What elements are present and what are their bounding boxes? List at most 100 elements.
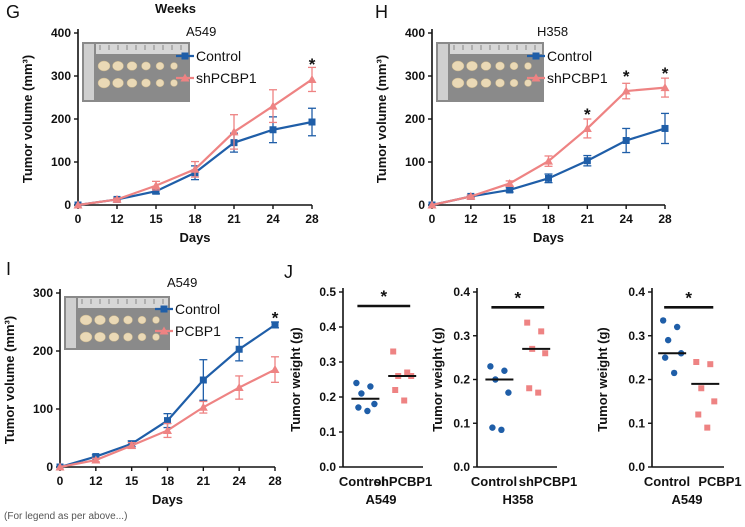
data-point <box>664 336 672 344</box>
data-point <box>427 200 437 209</box>
data-point <box>659 317 667 324</box>
tumor-sample <box>451 77 465 89</box>
series-pcbp1 <box>55 356 280 471</box>
data-point <box>358 390 365 397</box>
significance-star: * <box>514 288 521 307</box>
data-point <box>489 424 496 431</box>
tumor-sample <box>79 331 93 343</box>
tumor-sample <box>112 78 124 88</box>
legend-label: shPCBP1 <box>547 70 608 86</box>
data-point <box>198 402 208 411</box>
x-category-label: Control <box>339 474 385 489</box>
data-point <box>538 328 545 335</box>
x-tick-label: 15 <box>125 474 139 488</box>
tumor-sample <box>108 315 120 325</box>
y-tick-label: 0.5 <box>319 285 336 299</box>
tumor-photo <box>64 296 170 350</box>
data-point <box>73 200 83 209</box>
y-tick-label: 0.3 <box>453 329 470 343</box>
data-point <box>367 383 374 390</box>
x-tick-label: 18 <box>161 474 175 488</box>
tumor-sample <box>123 315 133 325</box>
legend-label: shPCBP1 <box>196 70 257 86</box>
data-point <box>621 86 631 95</box>
tumor-sample <box>137 332 147 342</box>
data-point <box>661 354 669 361</box>
data-point <box>190 164 200 173</box>
x-category-label: PCBP1 <box>698 474 741 489</box>
significance-star: * <box>309 55 316 74</box>
scatter-panel: 0.0 0.1 0.2 0.3 0.4 0.5 Tumor weight (g) J Contr… <box>284 262 432 507</box>
data-point <box>55 462 65 471</box>
y-tick-label: 0.4 <box>453 285 470 299</box>
y-tick-label: 0.4 <box>628 285 645 299</box>
group-pcbp1 <box>691 359 720 431</box>
y-tick-label: 0 <box>46 460 53 474</box>
group-control <box>485 363 514 434</box>
group-shpcbp1 <box>522 319 551 396</box>
panel-letter: J <box>284 262 293 282</box>
x-tick-label: 21 <box>197 474 211 488</box>
y-axis-title: Tumor weight (g) <box>430 327 445 431</box>
tumor-sample <box>94 315 106 325</box>
data-point <box>660 83 670 92</box>
legend-marker <box>160 305 168 313</box>
x-tick-label: 12 <box>110 212 124 226</box>
data-point <box>693 359 700 365</box>
data-point <box>535 389 542 396</box>
x-axis-title: Days <box>179 230 210 245</box>
y-axis-title: Tumor weight (g) <box>595 327 610 431</box>
data-point <box>392 387 399 393</box>
x-tick-label: 12 <box>464 212 478 226</box>
tumor-sample <box>509 78 519 88</box>
tumor-sample <box>126 61 138 71</box>
tumor-sample <box>155 61 165 71</box>
y-axis-title: Tumor weight (g) <box>288 327 303 431</box>
data-point <box>152 187 160 195</box>
data-point <box>353 379 360 387</box>
y-tick-label: 200 <box>33 344 53 358</box>
tumor-sample <box>466 61 478 71</box>
scatter-panel: 0.0 0.1 0.2 0.3 0.4 Tumor weight (g) Control sh… <box>430 285 577 507</box>
caption-text: (For legend as per above...) <box>4 511 128 522</box>
data-point <box>673 323 681 331</box>
data-point <box>404 369 411 376</box>
data-point <box>506 186 514 194</box>
y-tick-label: 0.0 <box>319 460 336 474</box>
y-tick-label: 0.1 <box>453 416 470 430</box>
tumor-photo <box>82 42 190 102</box>
x-tick-label: 18 <box>188 212 202 226</box>
data-point <box>91 455 101 464</box>
tumor-sample <box>152 316 160 324</box>
y-tick-label: 0.3 <box>319 355 336 369</box>
series-line <box>431 86 666 207</box>
y-tick-label: 400 <box>51 26 71 40</box>
tumor-sample <box>155 78 165 88</box>
data-point <box>544 156 553 165</box>
tumor-sample <box>108 332 120 342</box>
x-tick-label: 24 <box>232 474 246 488</box>
panel-letter: I <box>6 259 11 279</box>
significance-star: * <box>380 287 387 306</box>
ruler-vertical <box>438 44 448 100</box>
y-tick-label: 300 <box>51 69 71 83</box>
data-point <box>268 101 278 110</box>
data-point <box>164 417 171 425</box>
significance-star: * <box>272 308 279 327</box>
y-tick-label: 400 <box>405 26 425 40</box>
tumor-sample <box>509 61 519 71</box>
tumor-sample <box>524 79 532 87</box>
legend-label: PCBP1 <box>175 323 221 339</box>
significance-star: * <box>584 105 591 124</box>
line-panel-g: 0 100 200 300 400 0 12 15 18 21 24 28 Days Tumor volu… <box>6 1 319 245</box>
data-point <box>698 385 705 392</box>
tumor-sample <box>123 332 133 342</box>
data-point <box>235 345 243 353</box>
y-tick-label: 100 <box>51 155 71 169</box>
tumor-sample <box>141 78 151 88</box>
x-tick-label: 0 <box>57 474 64 488</box>
data-point <box>271 321 279 329</box>
weeks-label: Weeks <box>155 1 196 16</box>
data-point <box>542 350 549 357</box>
